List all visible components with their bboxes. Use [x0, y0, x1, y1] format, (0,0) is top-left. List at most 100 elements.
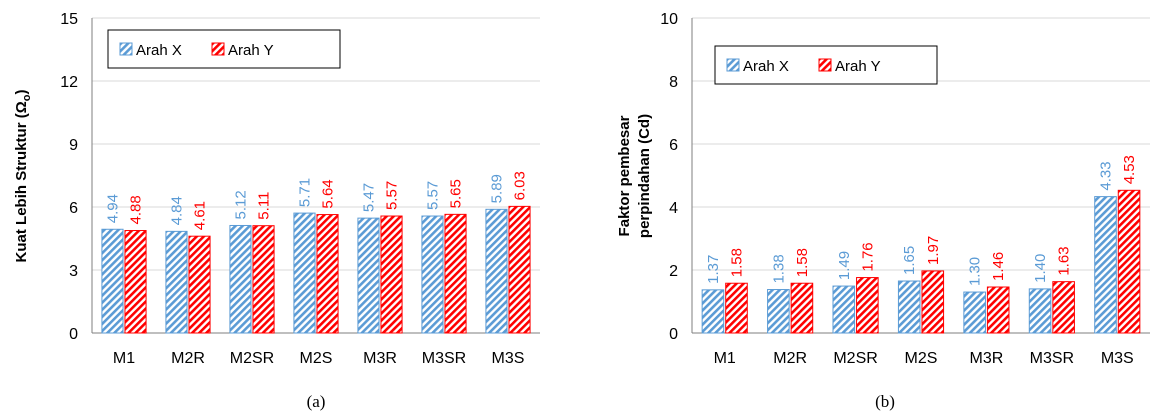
x-tick-label: M3SR	[422, 350, 466, 367]
bar-y	[1117, 189, 1141, 334]
data-label-y: 4.61	[192, 201, 209, 230]
data-label-y: 1.76	[859, 242, 876, 271]
data-label-y: 5.65	[448, 179, 465, 208]
data-label-y: 1.63	[1056, 246, 1073, 275]
bar-x	[767, 289, 790, 334]
x-tick-label: M2S	[905, 350, 938, 367]
bar-x	[101, 228, 124, 334]
chart-a-caption: (a)	[307, 392, 326, 411]
data-label-y: 6.03	[512, 171, 529, 200]
bar-x	[832, 285, 856, 334]
bar-x	[485, 208, 508, 334]
data-label-x: 1.40	[1032, 254, 1049, 283]
y-tick-label: 10	[660, 11, 678, 28]
chart-b-x-ticks: M1 M2R M2SR M2S M3R M3SR M3S	[714, 350, 1134, 367]
chart-b-y-axis-title: Faktor pembesar perpindahan (Cd)	[616, 114, 653, 238]
x-tick-label: M3R	[970, 350, 1004, 367]
chart-b: 1.37 1.58 1.38 1.58 1.49 1.76 1.65 1.97 1.30 1.46…	[616, 11, 1150, 411]
x-tick-label: M3S	[1101, 350, 1134, 367]
bar-y	[252, 225, 275, 334]
data-label-y: 1.97	[925, 236, 942, 265]
legend-swatch-y	[211, 42, 225, 56]
x-tick-label: M2R	[171, 350, 205, 367]
bar-y	[316, 214, 339, 334]
x-tick-label: M2SR	[833, 350, 877, 367]
x-tick-label: M1	[113, 350, 135, 367]
legend-swatch-y	[818, 58, 832, 72]
y-tick-label: 12	[60, 74, 78, 91]
x-tick-label: M2S	[300, 350, 333, 367]
bar-x	[963, 291, 986, 334]
chart-a-y-axis-title: Kuat Lebih Struktur (Ωo)	[13, 90, 33, 263]
bar-x	[293, 212, 316, 334]
x-tick-label: M3SR	[1030, 350, 1074, 367]
y-tick-label: 0	[69, 326, 78, 343]
x-tick-label: M3R	[363, 350, 397, 367]
y-tick-label: 2	[669, 263, 678, 280]
data-label-x: 1.37	[705, 255, 722, 284]
chart-b-bars	[701, 189, 1141, 334]
x-tick-label: M2SR	[230, 350, 274, 367]
y-tick-label: 6	[69, 200, 78, 217]
y-tick-label: 8	[669, 74, 678, 91]
data-label-y: 1.58	[728, 248, 745, 277]
data-label-x: 1.30	[967, 257, 984, 286]
chart-a: 4.94 4.88 4.84 4.61 5.12 5.11 5.71 5.64 5.47 5.57…	[13, 11, 540, 411]
bar-y	[856, 277, 879, 334]
legend-label-x: Arah X	[743, 58, 789, 75]
data-label-x: 5.12	[232, 190, 249, 219]
y-tick-label: 4	[669, 200, 678, 217]
bar-x	[421, 215, 444, 334]
chart-b-data-labels: 1.37 1.58 1.38 1.58 1.49 1.76 1.65 1.97 1.30 1.46…	[705, 155, 1138, 286]
bar-y	[380, 215, 403, 334]
data-label-y: 1.46	[990, 252, 1007, 281]
data-label-y: 4.53	[1121, 155, 1138, 184]
y-tick-label: 9	[69, 137, 78, 154]
data-label-x: 5.57	[424, 181, 441, 210]
legend-swatch-x	[726, 58, 740, 72]
chart-b-caption: (b)	[875, 392, 895, 411]
bar-x	[165, 230, 188, 334]
bar-x	[1094, 196, 1117, 334]
bar-y	[986, 286, 1010, 334]
data-label-y: 5.64	[320, 179, 337, 208]
data-label-x: 4.94	[104, 194, 121, 223]
chart-a-x-ticks: M1 M2R M2SR M2S M3R M3SR M3S	[113, 350, 525, 367]
y-tick-label: 6	[669, 137, 678, 154]
bar-y	[124, 230, 147, 334]
bar-y	[1052, 281, 1075, 334]
chart-a-bars	[101, 205, 531, 334]
data-label-x: 5.71	[296, 178, 313, 207]
data-label-y: 5.11	[256, 192, 273, 220]
chart-b-y-axis-title-line1: Faktor pembesar	[616, 115, 633, 236]
data-label-x: 1.49	[836, 251, 853, 280]
data-label-y: 5.57	[384, 181, 401, 210]
legend-label-y: Arah Y	[835, 58, 881, 75]
data-label-x: 5.47	[360, 183, 377, 212]
chart-b-legend: Arah X Arah Y	[714, 45, 938, 85]
chart-b-y-ticks: 0 2 4 6 8 10	[660, 11, 678, 343]
bar-y	[444, 213, 467, 334]
bar-x	[897, 280, 921, 334]
data-label-y: 1.58	[794, 248, 811, 277]
y-tick-label: 3	[69, 263, 78, 280]
bar-y	[508, 205, 531, 334]
x-tick-label: M1	[714, 350, 736, 367]
bar-x	[701, 289, 725, 334]
chart-a-legend: Arah X Arah Y	[107, 29, 341, 69]
bar-y	[725, 282, 748, 334]
bar-y	[921, 270, 945, 334]
chart-b-y-axis-title-line2: perpindahan (Cd)	[636, 114, 653, 238]
bar-x	[357, 217, 380, 334]
data-label-x: 5.89	[488, 174, 505, 203]
legend-label-y: Arah Y	[228, 42, 274, 59]
legend-label-x: Arah X	[136, 42, 182, 59]
bar-y	[188, 235, 211, 334]
y-tick-label: 0	[669, 326, 678, 343]
y-tick-label: 15	[60, 11, 78, 28]
data-label-y: 4.88	[128, 195, 145, 224]
bar-x	[1028, 288, 1052, 334]
bar-x	[229, 224, 252, 334]
data-label-x: 1.38	[770, 254, 787, 283]
chart-a-y-ticks: 0 3 6 9 12 15	[60, 11, 78, 343]
